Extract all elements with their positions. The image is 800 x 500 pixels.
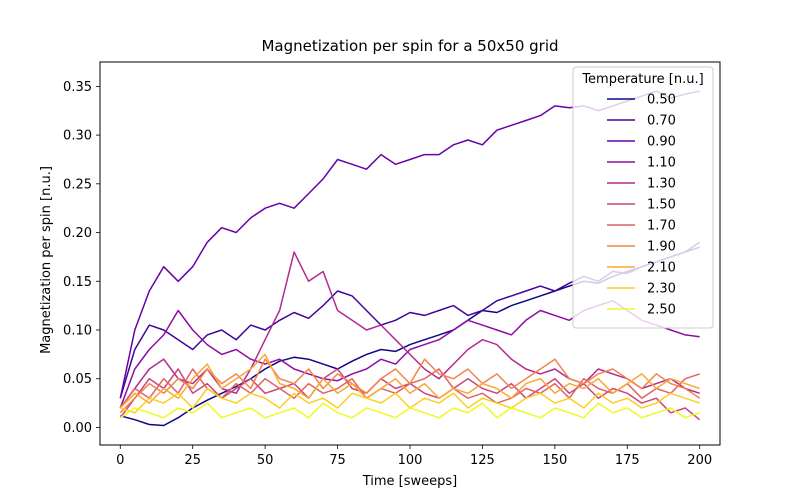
legend-entry-label: 0.50 bbox=[647, 93, 676, 108]
y-tick-label: 0.30 bbox=[63, 129, 92, 144]
legend-entry-label: 1.10 bbox=[647, 156, 676, 171]
x-tick-label: 100 bbox=[398, 453, 423, 468]
series-line-1-90 bbox=[119, 358, 701, 414]
series-line-2-50 bbox=[119, 402, 700, 419]
legend-title: Temperature [n.u.] bbox=[581, 72, 703, 87]
x-axis-label: Time [sweeps] bbox=[362, 474, 458, 489]
y-tick-label: 0.20 bbox=[63, 226, 92, 241]
x-tick-label: 175 bbox=[615, 453, 640, 468]
y-tick-label: 0.35 bbox=[63, 80, 92, 95]
legend-entry-label: 1.90 bbox=[647, 240, 676, 255]
series-line-1-30 bbox=[119, 251, 700, 409]
x-tick-label: 150 bbox=[542, 453, 567, 468]
x-tick-label: 0 bbox=[116, 453, 124, 468]
x-tick-label: 75 bbox=[329, 453, 346, 468]
legend-entry-label: 2.50 bbox=[647, 303, 676, 318]
legend-entry-label: 0.70 bbox=[647, 114, 676, 129]
y-tick-label: 0.00 bbox=[63, 421, 92, 436]
x-tick-label: 50 bbox=[257, 453, 274, 468]
y-tick-label: 0.10 bbox=[63, 324, 92, 339]
legend-box bbox=[572, 66, 714, 329]
x-tick-label: 25 bbox=[184, 453, 201, 468]
legend-entry-label: 2.10 bbox=[647, 261, 676, 276]
x-tick-label: 200 bbox=[687, 453, 712, 468]
y-axis-label: Magnetization per spin [n.u.] bbox=[39, 166, 54, 354]
legend-entry-label: 1.50 bbox=[647, 198, 676, 213]
legend-entry-label: 1.30 bbox=[647, 177, 676, 192]
legend-entry-label: 0.90 bbox=[647, 135, 676, 150]
x-axis: 0 25 50 75 100 125 150 175 200 bbox=[116, 445, 712, 468]
legend-entry-label: 2.30 bbox=[647, 282, 676, 297]
plot-lines bbox=[119, 90, 701, 427]
legend-entry-label: 1.70 bbox=[647, 219, 676, 234]
x-tick-label: 125 bbox=[470, 453, 495, 468]
legend: Temperature [n.u.] 0.50 0.70 0.90 1.10 1.30 1.… bbox=[572, 66, 714, 329]
series-line-2-10 bbox=[119, 353, 700, 409]
y-tick-label: 0.05 bbox=[63, 372, 92, 387]
y-axis: 0.00 0.05 0.10 0.15 0.20 0.25 0.30 0.35 bbox=[63, 80, 100, 436]
y-tick-label: 0.15 bbox=[63, 275, 92, 290]
y-tick-label: 0.25 bbox=[63, 177, 92, 192]
chart-title: Magnetization per spin for a 50x50 grid bbox=[261, 37, 558, 55]
